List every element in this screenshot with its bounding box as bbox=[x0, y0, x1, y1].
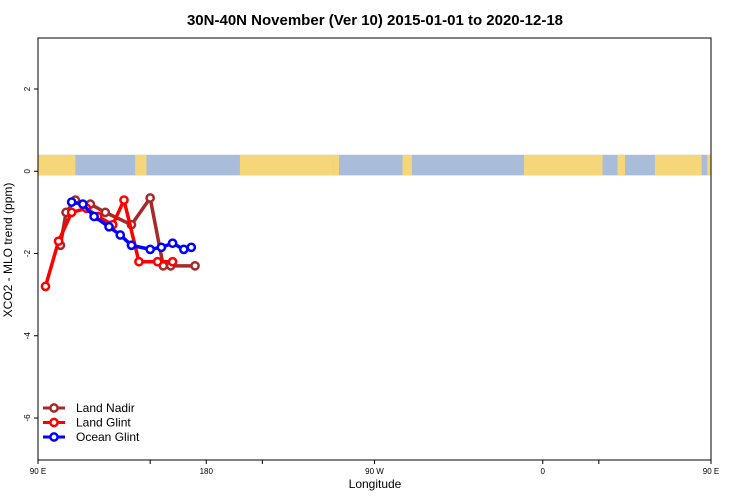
data-point bbox=[145, 193, 156, 203]
data-point bbox=[78, 199, 88, 209]
data-point bbox=[100, 207, 111, 218]
data-point bbox=[115, 230, 126, 240]
data-point bbox=[156, 242, 167, 253]
series-ocean-glint bbox=[66, 197, 197, 255]
data-point bbox=[89, 211, 99, 222]
data-point bbox=[40, 281, 51, 292]
land-region bbox=[707, 154, 711, 176]
x-axis-label: Longitude bbox=[349, 477, 402, 491]
y-tick-label: -2 bbox=[23, 249, 32, 257]
x-tick-label: 0 bbox=[541, 467, 546, 476]
data-point bbox=[126, 240, 137, 251]
y-tick-label: -6 bbox=[23, 414, 32, 422]
plot-frame bbox=[37, 37, 712, 461]
land-region bbox=[38, 154, 76, 176]
legend-swatch-marker bbox=[49, 432, 59, 442]
chart-title: 30N-40N November (Ver 10) 2015-01-01 to … bbox=[187, 12, 563, 29]
x-tick-label: 90 W bbox=[365, 467, 384, 476]
land-region bbox=[654, 154, 702, 176]
data-point bbox=[145, 244, 156, 255]
land-region bbox=[402, 154, 412, 176]
data-point bbox=[104, 221, 114, 232]
series-land-nadir bbox=[55, 193, 200, 271]
y-tick-label: -4 bbox=[23, 332, 32, 340]
data-point bbox=[66, 207, 77, 218]
y-tick-label: 2 bbox=[23, 86, 32, 91]
legend-label: Land Glint bbox=[76, 416, 131, 430]
data-point bbox=[53, 236, 64, 247]
x-tick-label: 90 E bbox=[30, 467, 46, 476]
data-point bbox=[178, 244, 189, 255]
x-tick-label: 180 bbox=[200, 467, 214, 476]
series-layer bbox=[40, 193, 200, 292]
data-point bbox=[190, 260, 200, 271]
series-line bbox=[43, 198, 173, 287]
legend-swatch-marker bbox=[49, 403, 59, 413]
data-point bbox=[152, 256, 163, 267]
land-region bbox=[524, 154, 603, 176]
legend-label: Land Nadir bbox=[76, 401, 135, 415]
y-tick-label: 0 bbox=[23, 168, 32, 173]
data-point bbox=[134, 256, 144, 267]
land-region bbox=[333, 154, 339, 176]
land-region bbox=[239, 154, 334, 176]
data-point bbox=[119, 195, 129, 205]
data-point bbox=[167, 238, 178, 249]
background-map-band bbox=[38, 154, 711, 176]
data-point bbox=[167, 256, 178, 267]
legend-item: Ocean Glint bbox=[43, 430, 140, 444]
y-axis: 2 0 -2 -4 -6 bbox=[23, 86, 38, 422]
y-axis-label: XCO2 - MLO trend (ppm) bbox=[1, 183, 15, 318]
data-point bbox=[186, 242, 197, 253]
land-region bbox=[617, 154, 626, 176]
x-tick-label: 90 E bbox=[703, 467, 719, 476]
x-axis: 90 E 180 90 W 0 90 E bbox=[30, 460, 719, 476]
legend-item: Land Glint bbox=[43, 416, 131, 430]
data-point bbox=[66, 197, 77, 207]
legend-item: Land Nadir bbox=[43, 401, 135, 415]
legend-swatch-marker bbox=[49, 417, 59, 428]
legend-label: Ocean Glint bbox=[76, 430, 140, 444]
land-region bbox=[135, 154, 147, 176]
